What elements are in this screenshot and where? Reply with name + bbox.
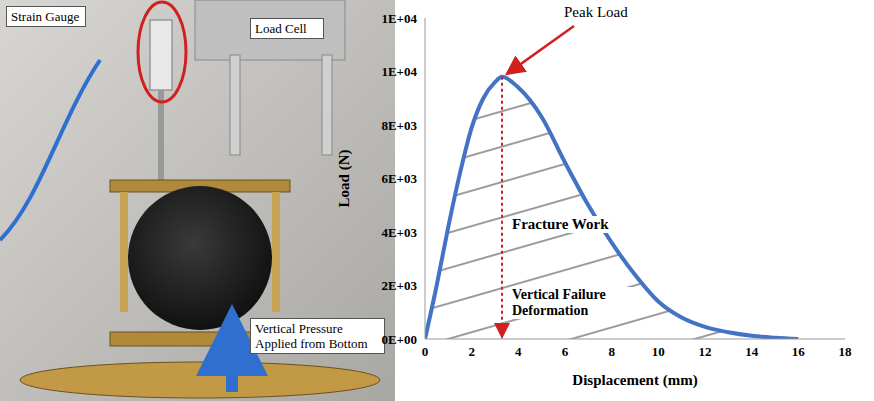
html-text:Fracture Work: Fracture Work — [512, 216, 609, 232]
svg-text:Displacement (mm): Displacement (mm) — [572, 372, 697, 389]
svg-text:14: 14 — [745, 344, 759, 359]
svg-text:18: 18 — [839, 344, 853, 359]
html-text:Vertical Pressure Applied from: Vertical Pressure Applied from Bottom — [255, 321, 368, 351]
html-text:Peak Load: Peak Load — [564, 4, 628, 20]
svg-text:16: 16 — [792, 344, 806, 359]
svg-text:2: 2 — [468, 344, 475, 359]
svg-text:1E+04: 1E+04 — [381, 11, 417, 26]
svg-text:10: 10 — [652, 344, 665, 359]
svg-text:Load (N): Load (N) — [336, 150, 353, 208]
svg-text:0: 0 — [422, 344, 429, 359]
svg-text:0E+00: 0E+00 — [381, 332, 417, 347]
html-text:Vertical Failure Deformation: Vertical Failure Deformation — [512, 287, 606, 318]
html-text:Strain Gauge: Strain Gauge — [11, 9, 80, 24]
svg-text:2E+03: 2E+03 — [381, 278, 417, 293]
svg-text:6E+03: 6E+03 — [381, 171, 417, 186]
svg-text:1E+04: 1E+04 — [381, 64, 417, 79]
svg-text:6: 6 — [562, 344, 569, 359]
svg-text:4: 4 — [515, 344, 522, 359]
svg-text:12: 12 — [699, 344, 712, 359]
svg-text:8: 8 — [608, 344, 615, 359]
svg-text:8E+03: 8E+03 — [381, 118, 417, 133]
html-text:Load Cell: Load Cell — [255, 21, 307, 36]
svg-text:4E+03: 4E+03 — [381, 225, 417, 240]
